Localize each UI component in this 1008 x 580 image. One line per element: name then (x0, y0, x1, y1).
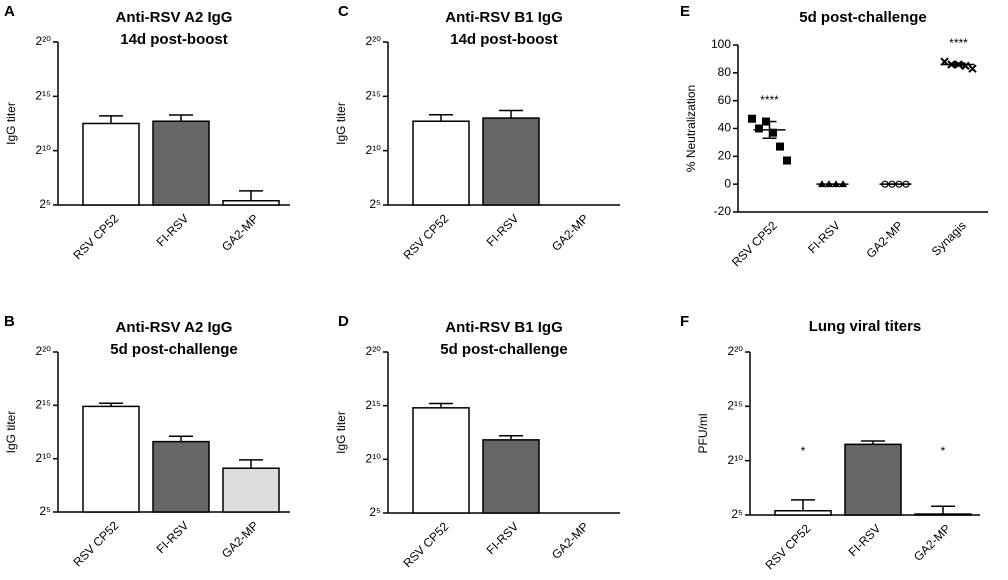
panel-title: Anti-RSV B1 IgG (445, 319, 563, 336)
panel-letter: D (338, 313, 349, 330)
y-tick-label: 80 (718, 65, 732, 79)
y-tick-label: 2¹⁰ (36, 451, 52, 465)
bar (482, 117, 540, 206)
x-tick-label: GA2-MP (549, 519, 591, 561)
y-tick-label: 2¹⁵ (727, 399, 743, 413)
bar (82, 405, 140, 513)
y-tick-label: 2²⁰ (366, 344, 382, 358)
bar (844, 443, 902, 516)
y-axis-label: % Neutralization (684, 85, 698, 172)
x-tick-label: RSV CP52 (70, 518, 121, 569)
y-axis-label: IgG titer (4, 411, 18, 454)
y-tick-label: 2⁵ (39, 504, 51, 518)
panel-title: Lung viral titers (809, 318, 922, 335)
panel-subtitle: 14d post-boost (120, 31, 228, 48)
y-tick-label: 2¹⁰ (36, 143, 52, 157)
y-tick-label: 20 (718, 149, 732, 163)
x-tick-label: FI-RSV (484, 519, 522, 557)
panel-letter: A (4, 3, 15, 20)
bar (774, 509, 832, 516)
y-axis-label: PFU/ml (696, 414, 710, 454)
annotation: **** (760, 93, 779, 107)
panel-letter: F (680, 313, 689, 330)
x-tick-label: RSV CP52 (762, 521, 813, 572)
x-tick-label: FI-RSV (846, 521, 884, 559)
x-tick-label: GA2-MP (549, 211, 591, 253)
bar (412, 120, 470, 206)
x-tick-label: RSV CP52 (400, 211, 451, 262)
annotation: **** (949, 36, 968, 50)
x-tick-label: GA2-MP (863, 218, 905, 260)
y-tick-label: 2¹⁰ (366, 143, 382, 157)
panel-subtitle: 5d post-challenge (110, 341, 238, 358)
panel-title: Anti-RSV B1 IgG (445, 9, 563, 26)
x-tick-label: GA2-MP (911, 521, 953, 563)
y-tick-label: 2⁵ (731, 507, 743, 521)
y-tick-label: 2⁵ (369, 197, 381, 211)
y-axis-label: IgG titer (4, 102, 18, 145)
annotation: * (801, 444, 806, 458)
x-tick-label: GA2-MP (219, 518, 261, 560)
annotation: * (941, 444, 946, 458)
bar (82, 122, 140, 206)
point (769, 128, 777, 137)
x-tick-label: FI-RSV (484, 211, 522, 249)
y-tick-label: 2¹⁵ (365, 398, 381, 412)
y-axis-label: IgG titer (334, 411, 348, 454)
bar (412, 407, 470, 514)
x-tick-label: Synagis (929, 218, 969, 258)
y-tick-label: 2¹⁰ (728, 453, 744, 467)
x-tick-label: FI-RSV (154, 211, 192, 249)
bar (222, 467, 280, 513)
y-tick-label: 2¹⁵ (35, 398, 51, 412)
y-tick-label: 60 (718, 93, 732, 107)
x-tick-label: FI-RSV (154, 518, 192, 556)
point (783, 156, 791, 165)
point (776, 142, 784, 151)
y-tick-label: 2²⁰ (366, 34, 382, 48)
y-tick-label: 2²⁰ (36, 344, 52, 358)
x-tick-label: RSV CP52 (400, 519, 451, 570)
panel-letter: C (338, 3, 349, 20)
y-tick-label: 40 (718, 121, 732, 135)
y-tick-label: 2¹⁵ (365, 89, 381, 103)
y-tick-label: -20 (714, 204, 732, 218)
y-axis-label: IgG titer (334, 102, 348, 145)
bar (152, 440, 210, 513)
panel-letter: E (680, 3, 690, 20)
bar (914, 513, 972, 516)
x-tick-label: GA2-MP (219, 211, 261, 253)
bar (152, 120, 210, 206)
panel-subtitle: 14d post-boost (450, 31, 558, 48)
y-tick-label: 2¹⁰ (366, 452, 382, 466)
y-tick-label: 2²⁰ (36, 34, 52, 48)
panel-title: Anti-RSV A2 IgG (116, 9, 233, 26)
panel-title: 5d post-challenge (799, 9, 927, 26)
y-tick-label: 2²⁰ (728, 344, 744, 358)
point (755, 124, 763, 133)
point (968, 64, 977, 73)
x-tick-label: RSV CP52 (70, 211, 121, 262)
panel-subtitle: 5d post-challenge (440, 341, 568, 358)
y-tick-label: 2⁵ (39, 197, 51, 211)
x-tick-label: RSV CP52 (729, 218, 780, 269)
point (748, 114, 756, 123)
panel-title: Anti-RSV A2 IgG (116, 319, 233, 336)
bar (222, 199, 280, 206)
y-tick-label: 0 (724, 176, 731, 190)
x-tick-label: FI-RSV (805, 218, 843, 256)
y-tick-label: 2⁵ (369, 505, 381, 519)
panel-letter: B (4, 313, 15, 330)
bar (482, 439, 540, 514)
y-tick-label: 2¹⁵ (35, 89, 51, 103)
y-tick-label: 100 (711, 37, 731, 51)
